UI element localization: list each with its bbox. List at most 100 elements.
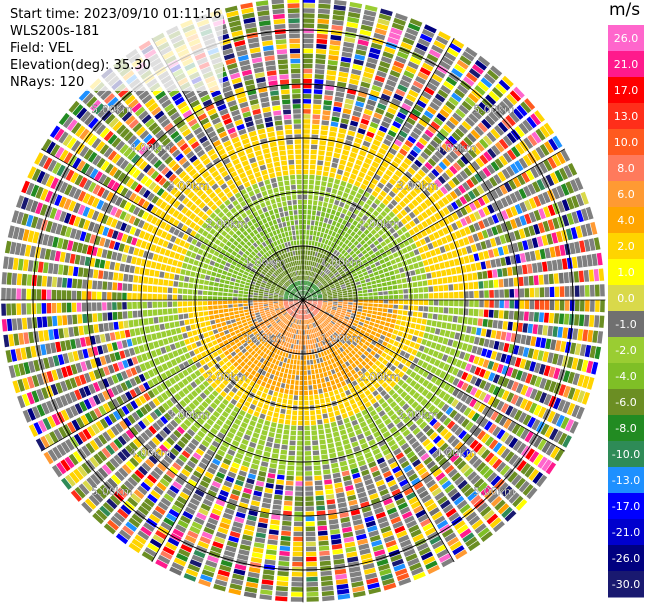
range-gate	[574, 314, 580, 326]
range-gate	[402, 37, 415, 46]
range-gate	[322, 115, 330, 121]
range-gate	[353, 59, 364, 66]
range-gate	[292, 546, 303, 552]
range-gate	[396, 212, 404, 220]
range-gate	[342, 304, 348, 307]
range-gate	[377, 194, 384, 202]
range-gate	[314, 251, 318, 257]
range-gate	[393, 300, 399, 304]
range-gate	[394, 195, 402, 203]
range-gate	[362, 289, 368, 293]
range-gate	[572, 328, 579, 340]
range-gate	[292, 369, 296, 375]
range-gate	[483, 280, 489, 289]
range-gate	[417, 359, 424, 367]
range-gate	[322, 294, 328, 297]
range-gate	[306, 586, 319, 592]
range-gate	[317, 18, 330, 24]
range-gate	[562, 370, 571, 383]
range-gate	[391, 98, 401, 106]
range-gate	[322, 303, 328, 305]
range-gate	[318, 145, 326, 151]
range-gate	[432, 278, 438, 285]
range-gate	[480, 182, 489, 192]
range-gate	[332, 237, 338, 243]
range-gate	[384, 322, 390, 327]
range-gate	[540, 337, 547, 349]
range-gate	[355, 216, 361, 222]
range-gate	[383, 138, 392, 147]
range-gate	[484, 300, 489, 308]
range-gate	[564, 313, 570, 325]
range-gate	[334, 314, 340, 318]
range-gate	[584, 344, 592, 358]
range-gate	[402, 283, 408, 289]
range-gate	[470, 375, 478, 385]
range-gate	[446, 356, 453, 364]
range-gate	[324, 376, 330, 382]
range-gate	[289, 364, 293, 370]
range-gate	[338, 268, 343, 273]
range-gate	[387, 107, 397, 115]
range-gate	[376, 152, 385, 160]
range-gate	[324, 361, 329, 367]
range-gate	[303, 124, 311, 129]
range-gate	[380, 8, 393, 17]
range-gate	[586, 360, 594, 374]
range-gate	[325, 489, 334, 495]
range-gate	[310, 344, 314, 350]
range-gate	[311, 430, 318, 436]
range-gate	[334, 282, 340, 286]
range-gate	[454, 291, 459, 299]
range-gate	[430, 327, 436, 334]
range-gate	[514, 288, 520, 298]
range-gate	[518, 276, 524, 287]
range-gate	[537, 350, 544, 361]
range-gate	[478, 309, 484, 317]
range-gate	[303, 375, 308, 380]
range-gate	[421, 28, 435, 38]
range-gate	[434, 165, 444, 174]
range-gate	[332, 278, 338, 282]
range-gate	[366, 199, 373, 206]
range-gate	[561, 214, 570, 227]
range-gate	[553, 313, 560, 324]
range-gate	[382, 51, 394, 59]
range-gate	[320, 575, 333, 582]
range-gate	[397, 165, 406, 174]
range-gate	[365, 62, 377, 69]
range-gate	[258, 470, 267, 477]
range-gate	[296, 466, 303, 471]
range-gate	[316, 306, 321, 309]
range-gate	[332, 472, 341, 479]
range-gate	[510, 205, 518, 217]
range-gate	[377, 65, 389, 74]
range-gate	[327, 386, 333, 392]
range-gate	[342, 526, 353, 533]
range-gate	[463, 353, 471, 361]
range-gate	[305, 280, 307, 286]
range-gate	[402, 197, 410, 205]
range-gate	[299, 330, 302, 335]
range-gate	[360, 329, 366, 335]
range-gate	[305, 255, 308, 260]
range-gate	[250, 369, 257, 376]
range-gate	[286, 379, 291, 384]
range-gate	[487, 216, 495, 226]
range-gate	[550, 172, 559, 185]
range-gate	[267, 410, 273, 417]
range-gate	[335, 251, 341, 257]
range-gate	[351, 325, 357, 330]
range-gate	[340, 284, 346, 288]
range-gate	[468, 202, 477, 211]
range-gate	[312, 450, 320, 456]
range-gate	[593, 269, 600, 282]
range-gate	[543, 122, 555, 136]
range-gate	[324, 423, 331, 429]
range-gate	[448, 116, 459, 126]
range-gate	[553, 273, 559, 284]
range-gate	[296, 446, 303, 451]
range-gate	[398, 294, 404, 299]
range-gate	[539, 125, 550, 138]
